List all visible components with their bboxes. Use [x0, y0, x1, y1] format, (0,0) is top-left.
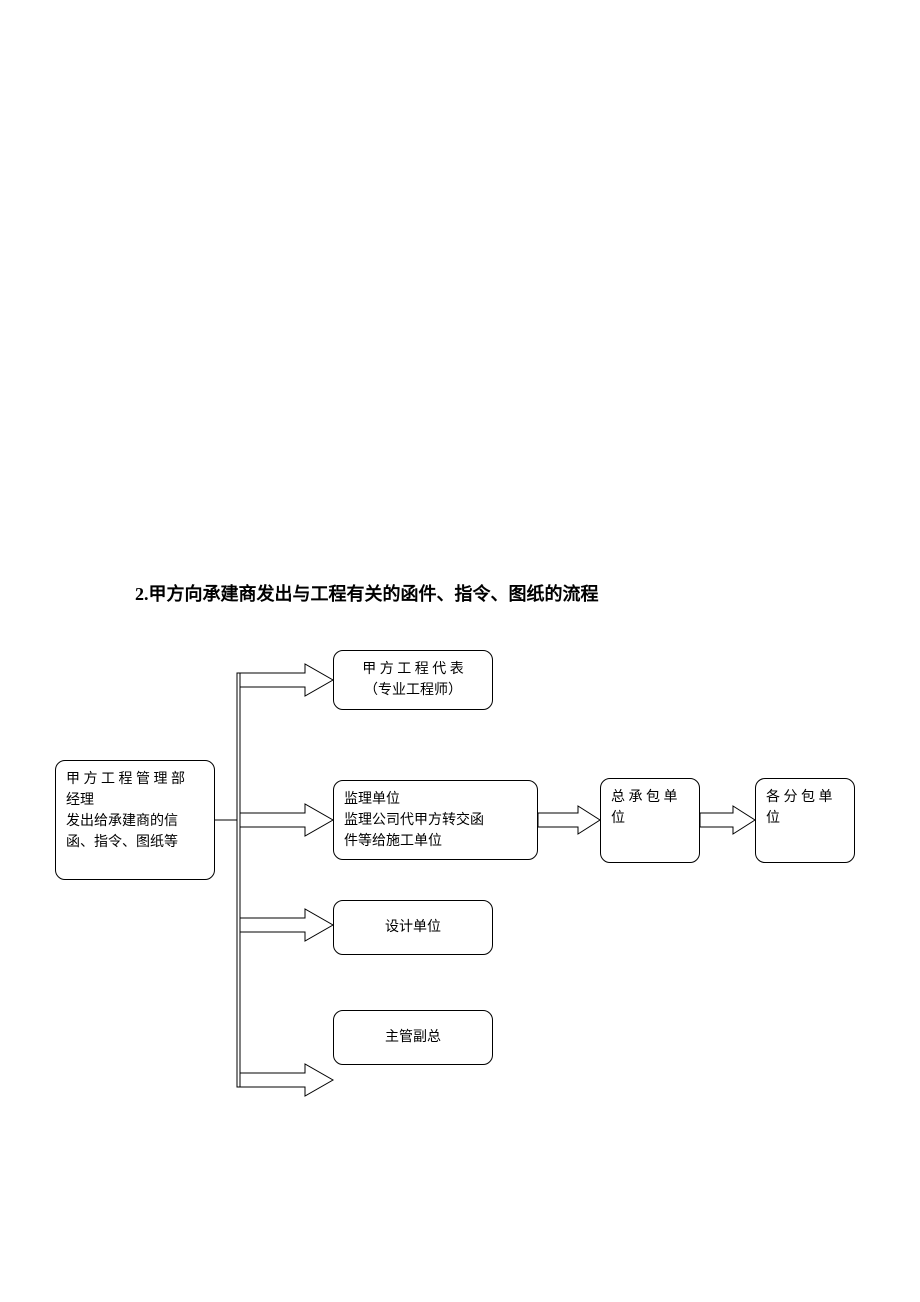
node-text-line: 位 — [766, 808, 844, 829]
arrow-a4 — [240, 1064, 333, 1096]
node-text-line: 主管副总 — [385, 1027, 441, 1048]
node-text-line: 经理 — [66, 790, 204, 811]
node-text-line: 监理公司代甲方转交函 — [344, 810, 527, 831]
node-text-line: 位 — [611, 808, 689, 829]
node-text-line: 甲 方 工 程 代 表 — [344, 659, 482, 680]
node-text-line: 监理单位 — [344, 789, 527, 810]
flowchart-node-n4: 设计单位 — [333, 900, 493, 955]
node-text-line: 发出给承建商的信 — [66, 811, 204, 832]
flowchart-node-n5: 主管副总 — [333, 1010, 493, 1065]
node-text-line: 总 承 包 单 — [611, 787, 689, 808]
flowchart-node-n6: 总 承 包 单位 — [600, 778, 700, 863]
node-text-line: 设计单位 — [385, 917, 441, 938]
node-text-line: 件等给施工单位 — [344, 831, 527, 852]
flowchart-node-n1: 甲 方 工 程 管 理 部经理发出给承建商的信函、指令、图纸等 — [55, 760, 215, 880]
flowchart-node-n3: 监理单位监理公司代甲方转交函件等给施工单位 — [333, 780, 538, 860]
arrow-a2 — [240, 804, 333, 836]
arrow-a3 — [240, 909, 333, 941]
arrow-a1 — [240, 664, 333, 696]
node-text-line: 函、指令、图纸等 — [66, 832, 204, 853]
node-text-line: 各 分 包 单 — [766, 787, 844, 808]
arrow-a5 — [538, 806, 600, 834]
node-text-line: （专业工程师） — [344, 680, 482, 701]
arrow-a6 — [700, 806, 755, 834]
section-heading: 2.甲方向承建商发出与工程有关的函件、指令、图纸的流程 — [135, 580, 599, 606]
flowchart-node-n2: 甲 方 工 程 代 表（专业工程师） — [333, 650, 493, 710]
trunk-bar — [237, 673, 240, 1087]
node-text-line: 甲 方 工 程 管 理 部 — [66, 769, 204, 790]
flowchart-node-n7: 各 分 包 单位 — [755, 778, 855, 863]
